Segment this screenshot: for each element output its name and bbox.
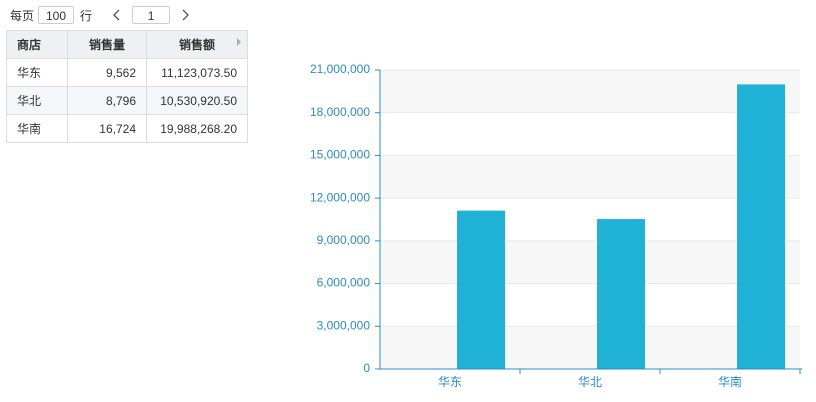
y-tick-label: 6,000,000 xyxy=(317,276,371,290)
table-cell: 华北 xyxy=(6,86,68,115)
table-cell: 19,988,268.20 xyxy=(146,114,248,143)
table-cell: 9,562 xyxy=(67,58,147,87)
header-text: 商店 xyxy=(17,38,42,52)
pager-suffix: 行 xyxy=(80,8,93,23)
header-cell[interactable]: 销售额 xyxy=(146,30,248,59)
bar xyxy=(457,210,505,369)
sort-icon[interactable] xyxy=(237,38,241,46)
y-tick-label: 15,000,000 xyxy=(310,148,370,162)
y-tick-label: 0 xyxy=(363,361,370,375)
y-tick-label: 21,000,000 xyxy=(310,62,370,76)
grid-band xyxy=(380,155,800,199)
table-cell: 16,724 xyxy=(67,114,147,143)
x-tick-label: 华南 xyxy=(718,374,742,389)
page-input[interactable]: 1 xyxy=(132,6,171,24)
pager-prefix: 每页 xyxy=(10,8,35,23)
page-size-input[interactable]: 100 xyxy=(38,6,75,24)
y-tick-label: 12,000,000 xyxy=(310,190,370,204)
table-row: 华东 9,562 11,123,073.50 xyxy=(6,58,248,87)
grid-band xyxy=(380,326,800,369)
y-tick-label: 18,000,000 xyxy=(310,105,370,119)
table-row: 华北 8,796 10,530,920.50 xyxy=(6,86,248,115)
x-tick-label: 华东 xyxy=(438,375,462,389)
pager: 每页 100 行 1 xyxy=(10,5,190,25)
grid-band xyxy=(380,70,800,113)
header-text: 销售量 xyxy=(88,38,125,52)
table-cell: 11,123,073.50 xyxy=(146,58,248,87)
header-text: 销售额 xyxy=(178,38,215,52)
bar xyxy=(737,84,785,369)
table-cell: 华南 xyxy=(6,114,68,143)
y-tick-label: 9,000,000 xyxy=(317,233,371,247)
x-tick-label: 华北 xyxy=(578,375,602,389)
data-table: 商店 销售量 销售额华东 9,562 11,123,073.50 华北 8,796 10,53… xyxy=(6,30,248,143)
grid-band xyxy=(380,240,800,284)
table-row: 华南 16,724 19,988,268.20 xyxy=(6,114,248,143)
next-page[interactable] xyxy=(180,9,190,21)
bar xyxy=(597,219,645,369)
table-cell: 10,530,920.50 xyxy=(146,86,248,115)
y-tick-label: 3,000,000 xyxy=(317,318,371,332)
prev-page[interactable] xyxy=(112,9,122,21)
